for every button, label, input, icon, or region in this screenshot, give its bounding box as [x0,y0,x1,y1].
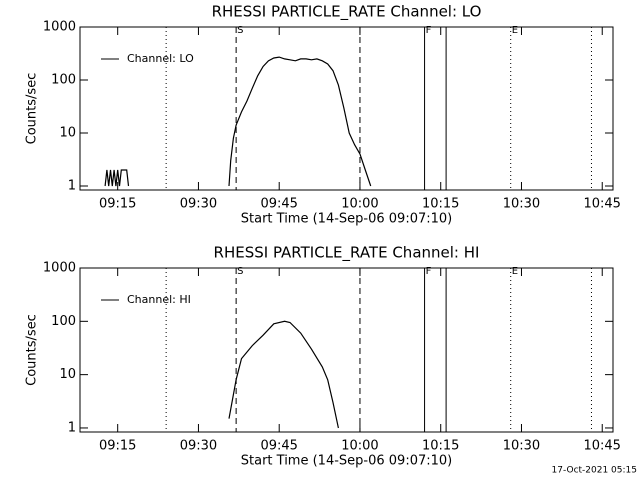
y-tick-label: 1 [68,420,76,435]
event-label: E [512,266,518,277]
x-tick-label: 10:00 [341,439,378,454]
legend-label: Channel: LO [127,52,194,65]
x-axis-label: Start Time (14-Sep-06 09:07:10) [241,454,452,469]
x-tick-label: 09:30 [180,197,217,212]
x-tick-label: 09:30 [180,439,217,454]
event-label: F [426,266,432,277]
plot-frame [79,26,614,191]
footer: 17-Oct-2021 05:15 [552,466,637,476]
x-tick-label: 10:30 [503,439,540,454]
y-tick-label: 10 [59,367,76,382]
legend-label: Channel: HI [127,293,191,306]
event-label: S [237,25,243,36]
data-line [104,56,372,187]
x-tick-label: 09:15 [99,197,136,212]
x-tick-label: 09:45 [260,197,297,212]
event-label: E [512,25,518,36]
y-tick-label: 100 [51,314,76,329]
x-tick-label: 10:00 [341,197,378,212]
y-tick-label: 1 [68,178,76,193]
chart-title: RHESSI PARTICLE_RATE Channel: HI [214,244,480,263]
y-tick-label: 1000 [43,261,76,276]
y-tick-label: 10 [59,125,76,140]
x-tick-label: 10:15 [422,439,459,454]
x-tick-label: 09:15 [99,439,136,454]
data-line [228,320,339,429]
x-tick-label: 10:30 [503,197,540,212]
x-tick-label: 10:45 [583,197,620,212]
y-tick-label: 100 [51,72,76,87]
event-label: F [426,25,432,36]
x-tick-label: 10:45 [583,439,620,454]
y-axis-label: Counts/sec [25,73,40,145]
x-tick-label: 10:15 [422,197,459,212]
x-tick-label: 09:45 [260,439,297,454]
event-label: S [237,266,243,277]
plot-frame [79,267,614,433]
chart-title: RHESSI PARTICLE_RATE Channel: LO [212,3,482,22]
x-axis-label: Start Time (14-Sep-06 09:07:10) [241,212,452,227]
y-tick-label: 1000 [43,20,76,35]
y-axis-label: Counts/sec [25,314,40,386]
